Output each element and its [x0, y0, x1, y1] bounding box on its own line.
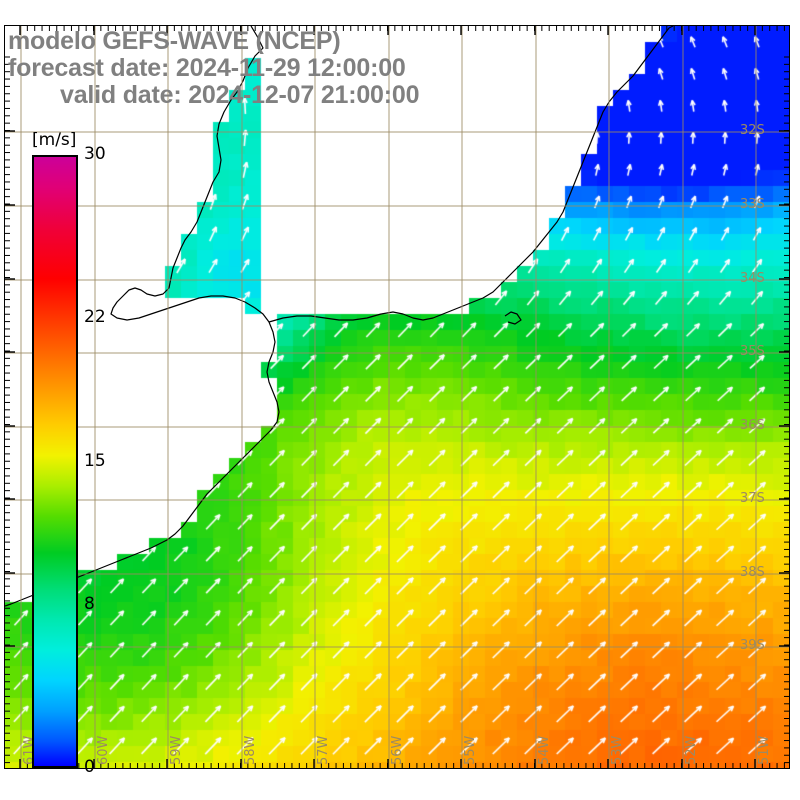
- coastline-overlay: [5, 26, 674, 607]
- colorbar-tick-22: 22: [84, 307, 106, 328]
- colorbar-tick-8: 8: [84, 593, 95, 614]
- wind-speed-field: [5, 26, 789, 768]
- colorbar-tick-15: 15: [84, 450, 106, 471]
- colorbar-units-label: [m/s]: [32, 130, 77, 150]
- colorbar-gradient: [32, 155, 78, 768]
- colorbar-tick-0: 0: [84, 757, 95, 777]
- colorbar-tick-30: 30: [84, 144, 106, 164]
- colorbar-legend: [m/s] 30 22 15 8 0: [30, 130, 150, 777]
